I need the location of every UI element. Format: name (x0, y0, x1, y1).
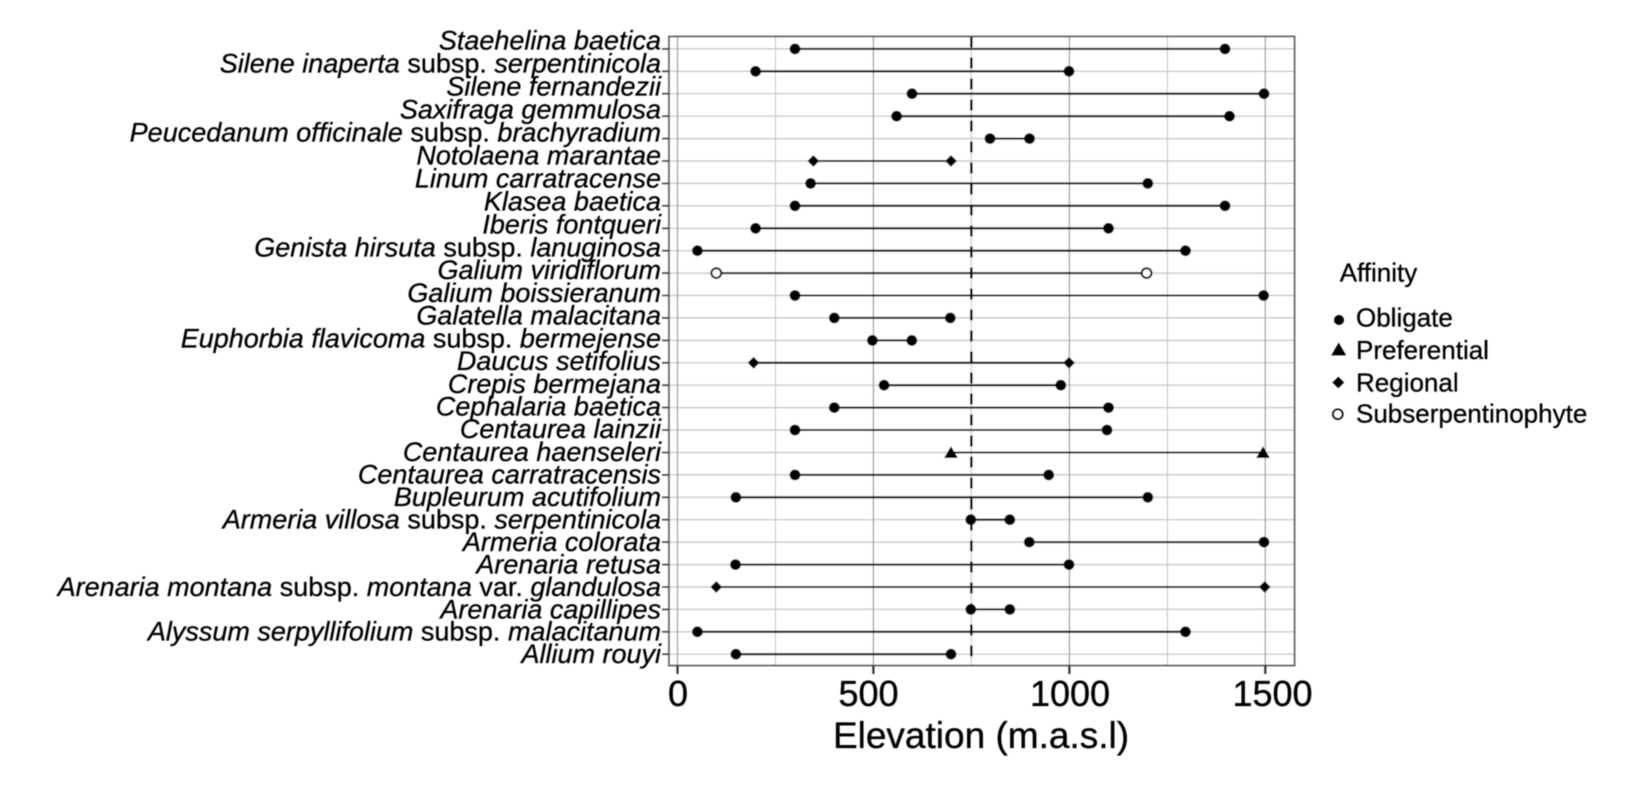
svg-text:Euphorbia flavicoma subsp. ber: Euphorbia flavicoma subsp. bermejense (181, 324, 661, 354)
svg-text:Staehelina baetica: Staehelina baetica (439, 25, 661, 55)
svg-text:Subserpentinophyte: Subserpentinophyte (1356, 399, 1587, 429)
svg-text:Galatella malacitana: Galatella malacitana (416, 301, 661, 331)
svg-text:500: 500 (838, 673, 898, 714)
svg-text:Armeria villosa subsp. serpent: Armeria villosa subsp. serpentinicola (221, 505, 661, 535)
svg-text:Centaurea lainzii: Centaurea lainzii (460, 414, 662, 444)
svg-text:1500: 1500 (1232, 673, 1312, 714)
svg-text:Galium boissieranum: Galium boissieranum (407, 278, 661, 308)
svg-text:0: 0 (668, 673, 688, 714)
svg-text:Centaurea haenseleri: Centaurea haenseleri (403, 437, 662, 467)
svg-text:Arenaria montana subsp. montan: Arenaria montana subsp. montana var. gla… (56, 572, 661, 602)
svg-text:Linum carratracense: Linum carratracense (415, 164, 661, 194)
svg-text:Saxifraga gemmulosa: Saxifraga gemmulosa (400, 95, 661, 125)
svg-text:Arenaria capillipes: Arenaria capillipes (438, 594, 661, 624)
svg-text:Cephalaria baetica: Cephalaria baetica (436, 392, 661, 422)
svg-text:Allium rouyi: Allium rouyi (519, 639, 662, 669)
svg-text:Daucus setifolius: Daucus setifolius (457, 346, 661, 376)
svg-text:Genista hirsuta subsp. lanugin: Genista hirsuta subsp. lanuginosa (254, 232, 661, 262)
svg-text:Arenaria retusa: Arenaria retusa (474, 550, 661, 580)
svg-text:Regional: Regional (1356, 367, 1459, 397)
svg-text:Silene inaperta subsp. serpent: Silene inaperta subsp. serpentinicola (220, 48, 661, 78)
svg-text:Silene fernandezii: Silene fernandezii (446, 72, 662, 102)
svg-text:Iberis fontqueri: Iberis fontqueri (482, 209, 662, 239)
svg-text:Notolaena marantae: Notolaena marantae (416, 141, 661, 171)
svg-text:Elevation (m.a.s.l): Elevation (m.a.s.l) (833, 715, 1129, 756)
svg-text:Galium viridiflorum: Galium viridiflorum (437, 255, 661, 285)
svg-text:Klasea baetica: Klasea baetica (484, 187, 661, 217)
svg-text:Obligate: Obligate (1356, 303, 1453, 333)
svg-text:Crepis bermejana: Crepis bermejana (448, 369, 661, 399)
svg-text:Bupleurum acutifolium: Bupleurum acutifolium (394, 482, 661, 512)
svg-text:Affinity: Affinity (1340, 257, 1418, 287)
svg-text:Armeria colorata: Armeria colorata (461, 527, 661, 557)
svg-text:Alyssum serpyllifolium subsp.: Alyssum serpyllifolium subsp. malacitanu… (146, 617, 661, 647)
svg-text:Preferential: Preferential (1356, 335, 1489, 365)
svg-text:Centaurea carratracensis: Centaurea carratracensis (358, 460, 661, 490)
svg-text:Peucedanum officinale subsp. b: Peucedanum officinale subsp. brachyradiu… (130, 118, 661, 148)
svg-text:1000: 1000 (1030, 673, 1110, 714)
